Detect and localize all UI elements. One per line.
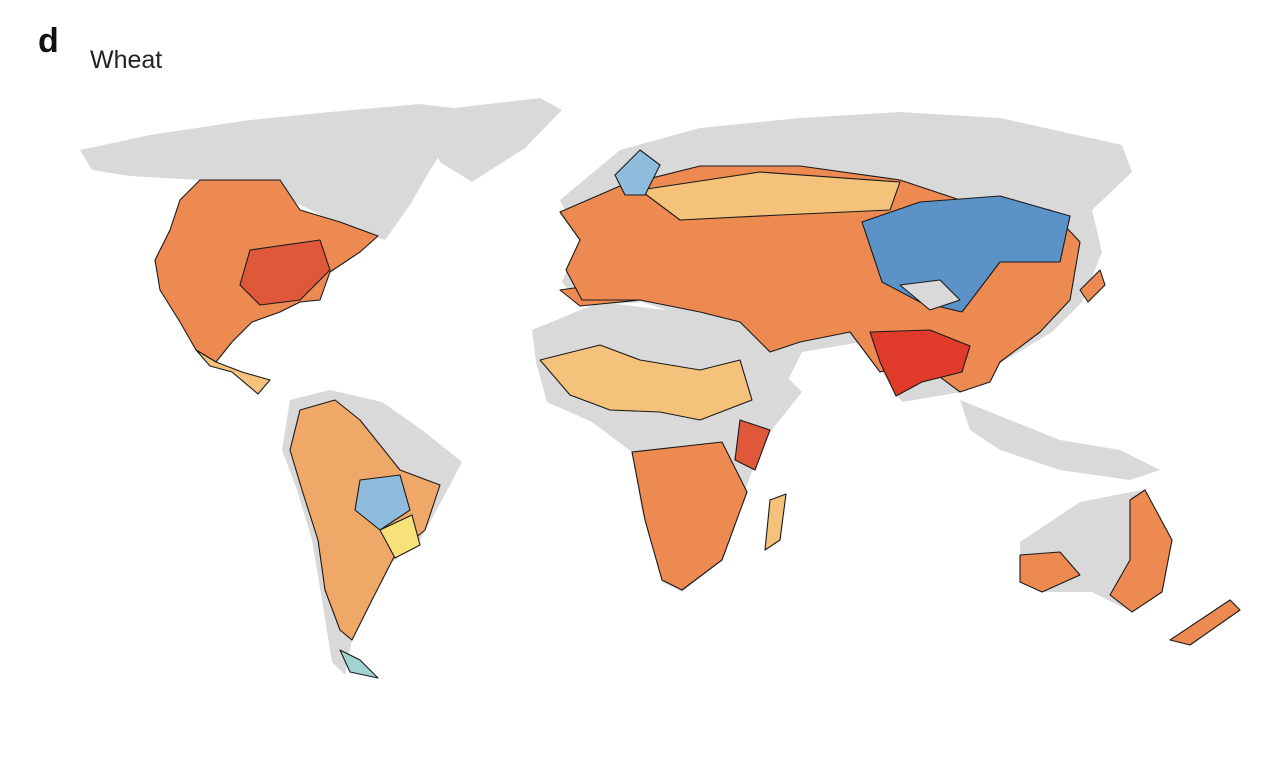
southeast-asia-land: [960, 400, 1160, 480]
russia-yellow: [639, 171, 901, 221]
south-america-region: [289, 399, 441, 641]
north-america-land: [80, 104, 470, 240]
south-africa-region: [631, 441, 748, 591]
south-america-blue: [354, 474, 411, 531]
japan-region: [1079, 269, 1106, 303]
greenland-land: [420, 98, 562, 182]
madagascar-region: [764, 493, 787, 551]
australia-west-region: [1019, 551, 1081, 593]
australia-east-region: [1109, 489, 1173, 613]
tibet-gray: [899, 279, 961, 311]
us-east-region: [239, 239, 331, 306]
map-title: Wheat: [90, 46, 162, 74]
central-america-region: [195, 349, 271, 395]
patagonia-region: [339, 649, 379, 679]
wheat-regions: [154, 149, 1241, 679]
panel-label: d: [38, 22, 59, 60]
new-zealand-region: [1169, 599, 1241, 646]
east-africa-region: [734, 419, 771, 471]
south-america-yellow: [379, 514, 421, 559]
south-asia-red: [869, 329, 971, 397]
scandinavia-region: [614, 149, 661, 196]
north-africa-region: [539, 344, 753, 421]
